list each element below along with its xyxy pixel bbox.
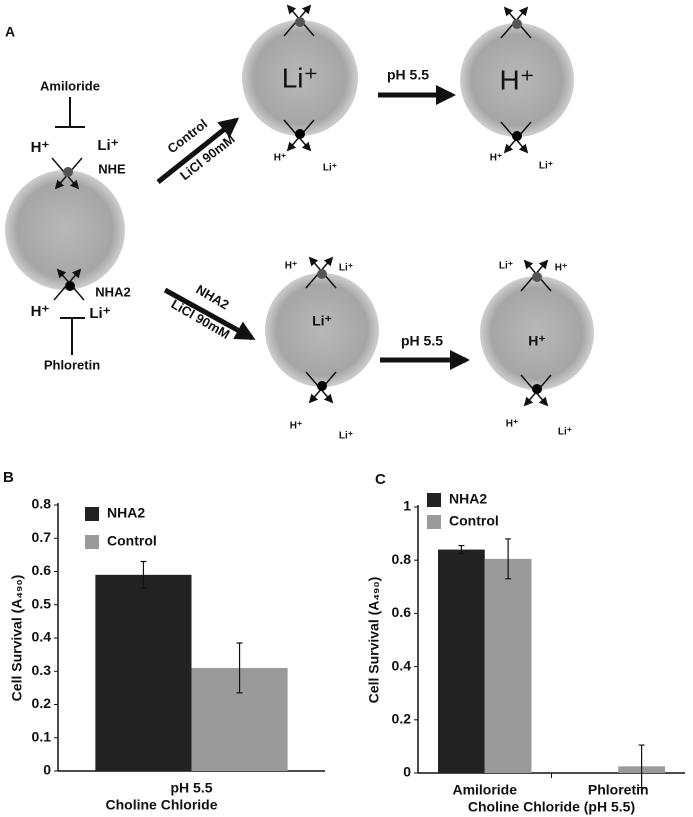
bar	[95, 574, 192, 771]
label: H⁺	[285, 261, 298, 272]
y-tick-label: 0.8	[32, 496, 52, 512]
y-axis-label: Cell Survival (A₄₉₀)	[9, 575, 25, 702]
label: H⁺	[490, 153, 503, 164]
inhibition	[60, 317, 85, 355]
x-tick-label: Phloretin	[588, 782, 649, 798]
label: Li⁺	[97, 137, 118, 154]
error-bar	[140, 560, 147, 589]
y-tick-label: 0.6	[392, 604, 412, 620]
label: H⁺	[500, 64, 535, 95]
y-tick-label: 0.2	[392, 711, 412, 727]
label: H⁺	[290, 421, 303, 432]
bar	[484, 558, 532, 773]
inhibition	[55, 97, 85, 128]
y-tick-label: 0	[403, 764, 411, 780]
panel-label: C	[375, 471, 386, 488]
label: Li⁺	[339, 431, 353, 442]
transporter	[532, 272, 542, 282]
label: Li⁺	[339, 263, 353, 274]
transporter	[65, 281, 75, 291]
label: NHA2	[95, 284, 130, 299]
x-tick-label: pH 5.5	[170, 780, 212, 796]
label: Li⁺	[282, 62, 319, 93]
legend-swatch	[85, 535, 99, 549]
error-bar	[458, 544, 465, 555]
label: H⁺	[31, 303, 50, 320]
label: H⁺	[555, 263, 568, 274]
y-tick-label: 0.3	[32, 662, 52, 678]
legend-label: NHA2	[449, 491, 487, 507]
label: pH 5.5	[387, 67, 429, 83]
label: NHE	[98, 161, 126, 176]
legend-swatch	[427, 515, 441, 529]
y-tick-label: 1	[403, 498, 411, 514]
error-bar	[505, 538, 512, 580]
panel-label: B	[3, 469, 14, 486]
legend-label: Control	[449, 513, 499, 529]
y-tick-label: 0.6	[32, 562, 52, 578]
label: H⁺	[31, 139, 50, 156]
transporter	[295, 17, 305, 27]
label: Amiloride	[40, 78, 100, 93]
cell	[460, 23, 574, 137]
cell	[265, 273, 379, 387]
transporter	[295, 129, 305, 139]
x-axis-label: Choline Chloride (pH 5.5)	[468, 799, 635, 815]
label: Li⁺	[323, 163, 337, 174]
legend-swatch	[85, 507, 99, 521]
y-tick-label: 0.4	[32, 629, 52, 645]
label: H⁺	[528, 333, 546, 349]
label: Li⁺	[539, 161, 553, 172]
label: H⁺	[506, 419, 519, 430]
y-axis-label: Cell Survival (A₄₉₀)	[366, 577, 382, 704]
diagram: A Amiloride H⁺ Li⁺ NHE NHA2 H⁺ Li⁺ Phlor…	[5, 4, 594, 442]
arrow	[163, 287, 256, 341]
y-tick-label: 0	[43, 762, 51, 778]
panel-label: A	[5, 24, 15, 40]
cell	[5, 170, 125, 290]
error-bar	[638, 744, 645, 789]
y-tick-label: 0.7	[32, 529, 52, 545]
label: H⁺	[274, 153, 287, 164]
transporter	[512, 19, 522, 29]
arrow	[156, 117, 240, 184]
transporter	[63, 167, 73, 177]
bar	[438, 549, 485, 773]
y-tick-label: 0.1	[32, 728, 52, 744]
inhibitors	[55, 97, 85, 355]
arrows	[156, 85, 470, 370]
x-axis-label: Choline Chloride	[106, 797, 218, 813]
legend-label: Control	[107, 533, 157, 549]
label: Li⁺	[558, 427, 572, 438]
y-tick-label: 0.8	[392, 551, 412, 567]
error-bar	[236, 642, 243, 694]
y-tick-label: 0.2	[32, 695, 52, 711]
transporter	[512, 131, 522, 141]
transporter	[317, 269, 327, 279]
cell	[242, 20, 358, 136]
label: Phloretin	[44, 357, 100, 372]
y-tick-label: 0.4	[392, 657, 412, 673]
label: Li⁺	[89, 305, 110, 322]
label: pH 5.5	[401, 333, 443, 349]
transporter	[532, 384, 542, 394]
cell	[480, 276, 594, 390]
legend-label: NHA2	[107, 505, 145, 521]
label: Li⁺	[499, 261, 513, 272]
transporter	[317, 381, 327, 391]
legend-swatch	[427, 493, 441, 507]
label: Li⁺	[312, 313, 332, 329]
x-tick-label: Amiloride	[452, 782, 517, 798]
y-tick-label: 0.5	[32, 595, 52, 611]
